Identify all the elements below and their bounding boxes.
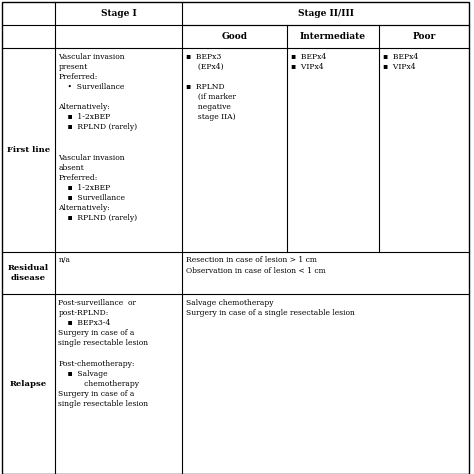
Text: First line: First line	[7, 146, 50, 154]
Text: Stage I: Stage I	[100, 9, 137, 18]
Text: Resection in case of lesion > 1 cm
Observation in case of lesion < 1 cm: Resection in case of lesion > 1 cm Obser…	[186, 256, 326, 274]
Text: n/a: n/a	[58, 256, 70, 264]
Text: Post-surveillance  or
post-RPLND:
    ▪  BEPx3-4
Surgery in case of a
single res: Post-surveillance or post-RPLND: ▪ BEPx3…	[58, 299, 148, 408]
Text: Stage II/III: Stage II/III	[298, 9, 354, 18]
Text: Good: Good	[222, 32, 247, 41]
Text: Poor: Poor	[412, 32, 436, 41]
Text: Salvage chemotherapy
Surgery in case of a single resectable lesion: Salvage chemotherapy Surgery in case of …	[186, 299, 355, 317]
Text: Vascular invasion
present
Preferred:
    •  Surveillance

Alternatively:
    ▪  : Vascular invasion present Preferred: • S…	[58, 53, 137, 222]
Text: Intermediate: Intermediate	[300, 32, 366, 41]
Text: ▪  BEPx4
▪  VIPx4: ▪ BEPx4 ▪ VIPx4	[291, 53, 326, 71]
Text: Relapse: Relapse	[10, 381, 47, 388]
Text: ▪  BEPx4
▪  VIPx4: ▪ BEPx4 ▪ VIPx4	[383, 53, 418, 71]
Text: ▪  BEPx3
     (EPx4)

▪  RPLND
     (if marker
     negative
     stage IIA): ▪ BEPx3 (EPx4) ▪ RPLND (if marker negati…	[186, 53, 236, 121]
Text: Residual
disease: Residual disease	[8, 264, 49, 282]
